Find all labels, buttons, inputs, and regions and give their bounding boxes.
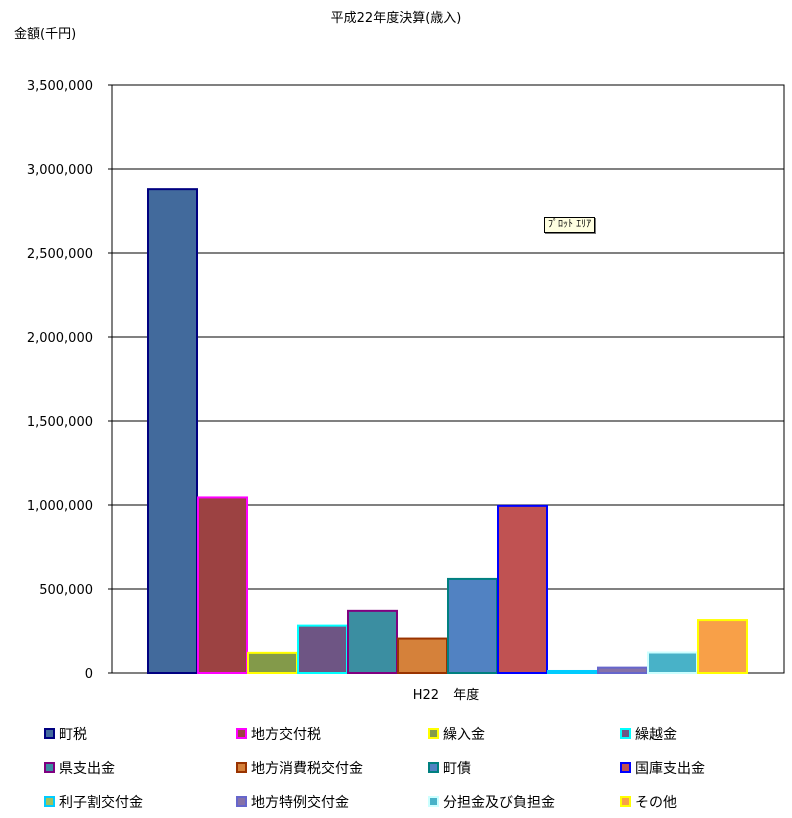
legend-item[interactable]: 分担金及び負担金 (428, 794, 555, 812)
legend-item[interactable]: その他 (620, 794, 677, 812)
bar-12[interactable] (697, 619, 748, 675)
bar-1[interactable] (147, 188, 198, 674)
legend-swatch (428, 795, 439, 807)
y-tick-label: 3,500,000 (27, 79, 93, 94)
legend-swatch (44, 761, 55, 773)
legend-swatch (428, 727, 439, 739)
legend-label: 町税 (59, 727, 87, 743)
y-tick-label: 2,500,000 (27, 247, 93, 262)
bar-10[interactable] (597, 666, 648, 675)
chart: 平成22年度決算(歳入) 金額(千円) 0 500,000 1,000,000 1,5… (14, 10, 785, 703)
x-tick-label: H22 (413, 688, 439, 703)
legend-swatch (620, 761, 631, 773)
bar-4[interactable] (297, 624, 348, 675)
bar-3[interactable] (247, 651, 298, 675)
y-axis-ticks: 0 500,000 1,000,000 1,500,000 2,000,000 2,500… (27, 79, 112, 682)
legend-item[interactable]: 繰越金 (620, 726, 677, 744)
legend-swatch (44, 727, 55, 739)
y-tick-label: 1,500,000 (27, 415, 93, 430)
y-tick-label: 2,000,000 (27, 331, 93, 346)
legend-label: 繰越金 (635, 727, 677, 743)
legend-label: 地方消費税交付金 (251, 761, 363, 777)
legend-label: 県支出金 (59, 761, 115, 777)
bar-2[interactable] (197, 496, 248, 674)
bars (147, 188, 748, 675)
x-axis-category-label: H22 年度 (413, 687, 479, 703)
x-axis-label: 年度 (453, 687, 479, 703)
legend-swatch (428, 761, 439, 773)
legend-item[interactable]: 地方消費税交付金 (236, 760, 363, 778)
legend-label: 地方交付税 (251, 727, 321, 743)
y-tick-label: 500,000 (39, 583, 93, 598)
y-axis-label: 金額(千円) (14, 26, 76, 42)
bar-9[interactable] (547, 669, 598, 675)
y-tick-label: 3,000,000 (27, 163, 93, 178)
legend-swatch (44, 795, 55, 807)
legend-label: 国庫支出金 (635, 761, 705, 777)
legend-item[interactable]: 地方交付税 (236, 726, 321, 744)
legend-item[interactable]: 地方特例交付金 (236, 794, 349, 812)
legend-label: 利子割交付金 (59, 795, 143, 811)
y-tick-label: 1,000,000 (27, 499, 93, 514)
legend-item[interactable]: 町税 (44, 726, 87, 744)
legend-swatch (236, 727, 247, 739)
legend-item[interactable]: 繰入金 (428, 726, 485, 744)
bar-11[interactable] (647, 651, 698, 675)
legend-swatch (620, 727, 631, 739)
bar-5[interactable] (347, 609, 398, 675)
legend-item[interactable]: 利子割交付金 (44, 794, 143, 812)
legend-swatch (236, 761, 247, 773)
legend-label: 地方特例交付金 (251, 795, 349, 811)
y-tick-label: 0 (85, 667, 93, 682)
legend-item[interactable]: 県支出金 (44, 760, 115, 778)
plot-area-tooltip: ﾌﾟﾛｯﾄ ｴﾘｱ (544, 217, 596, 233)
legend-label: 町債 (443, 761, 471, 777)
bar-7[interactable] (447, 577, 498, 674)
legend-swatch (620, 795, 631, 807)
legend-label: 分担金及び負担金 (443, 795, 555, 811)
legend[interactable]: 町税 地方交付税 繰入金 繰越金県支出金 地方消費税交付金 町債 国庫支出金利子割交付金 地方… (0, 722, 792, 818)
legend-item[interactable]: 町債 (428, 760, 471, 778)
legend-item[interactable]: 国庫支出金 (620, 760, 705, 778)
bar-8[interactable] (497, 504, 548, 674)
chart-title: 平成22年度決算(歳入) (331, 10, 462, 26)
bar-6[interactable] (397, 637, 448, 674)
legend-label: その他 (635, 795, 677, 811)
legend-swatch (236, 795, 247, 807)
legend-label: 繰入金 (443, 727, 485, 743)
